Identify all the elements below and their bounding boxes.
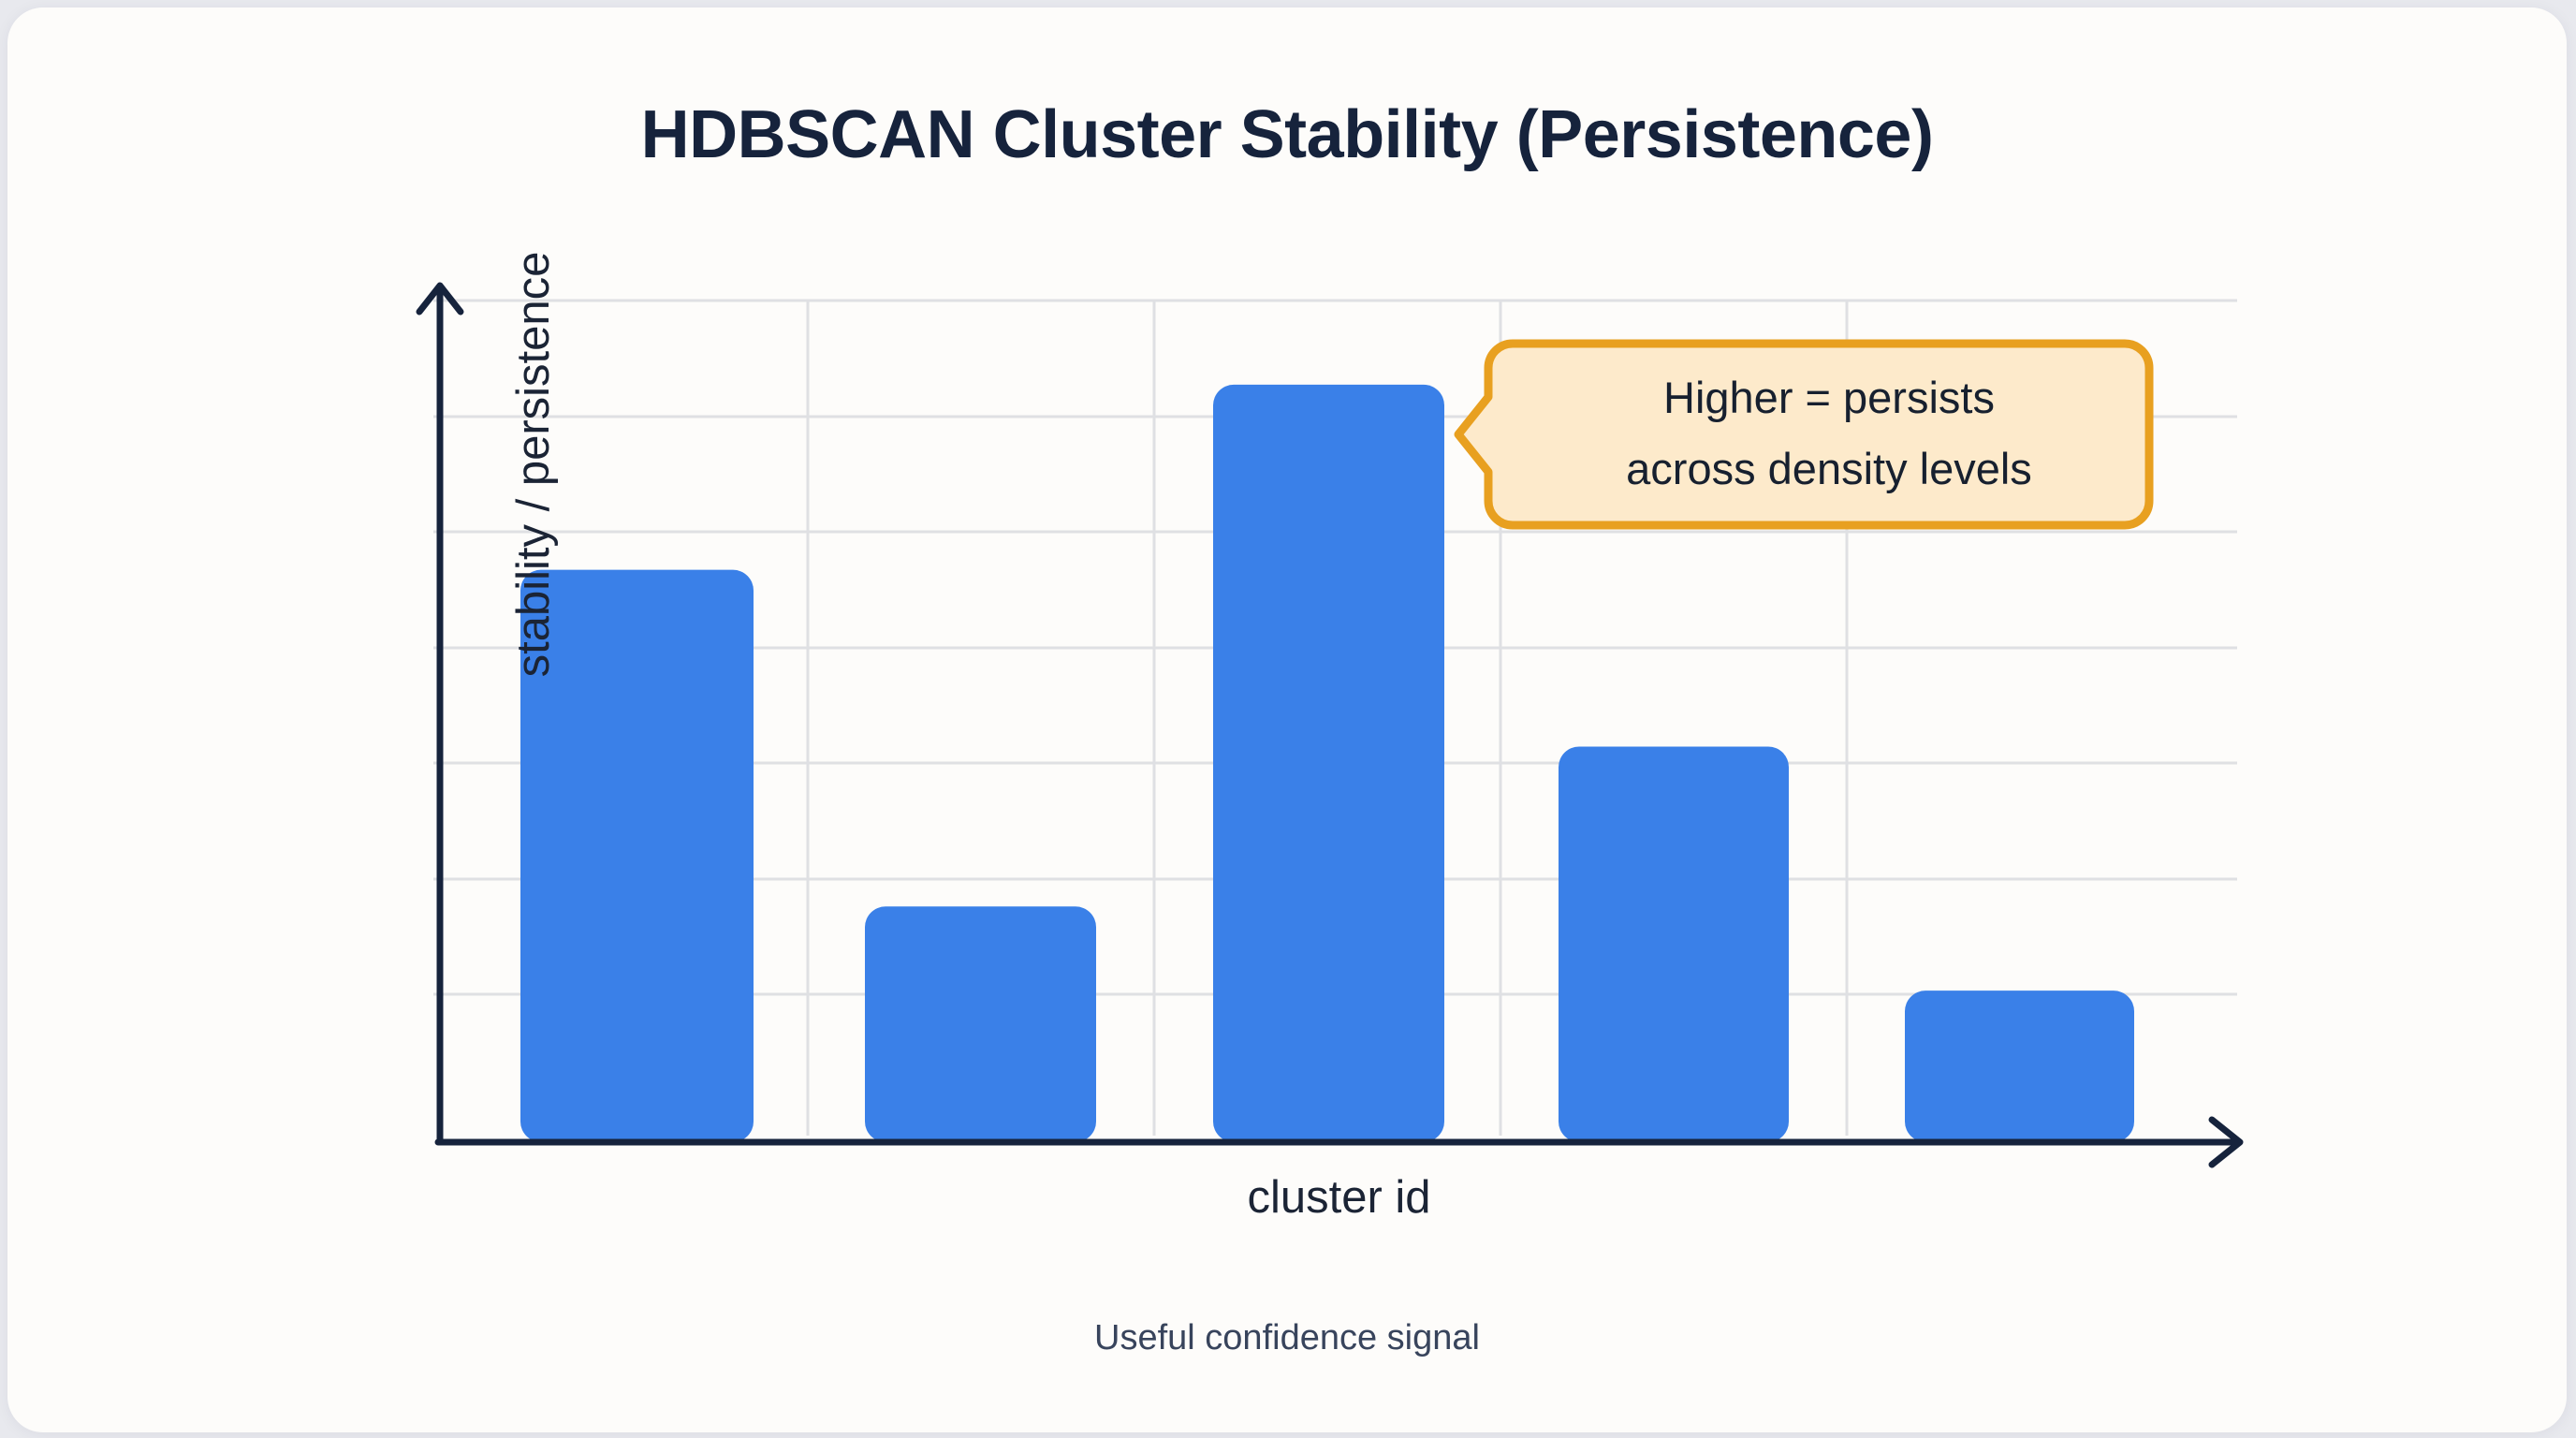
bar-series [520, 384, 2134, 1142]
slide-card: HDBSCAN Cluster Stability (Persistence) [7, 7, 2567, 1432]
callout-shape [1454, 339, 2154, 530]
page-title: HDBSCAN Cluster Stability (Persistence) [640, 97, 1934, 172]
chart-svg [416, 282, 2244, 1168]
y-axis [416, 282, 464, 1146]
bar-cluster-1 [520, 569, 754, 1142]
x-axis [434, 1116, 2244, 1168]
bar-cluster-5 [1905, 990, 2134, 1142]
bar-cluster-4 [1559, 746, 1789, 1142]
callout-line-2: across density levels [1626, 443, 2032, 493]
footer-caption: Useful confidence signal [1094, 1318, 1480, 1357]
x-axis-title: cluster id [1247, 1172, 1431, 1223]
callout-text: Higher = persists across density levels [1513, 323, 2145, 543]
x-axis-arrowhead [2208, 1116, 2244, 1168]
bar-cluster-2 [865, 906, 1096, 1142]
y-axis-title: stability / persistence [508, 251, 559, 678]
chart-plot-area: stability / persistence cluster id [7, 7, 2567, 1432]
annotation-callout: Higher = persists across density levels [1454, 323, 2154, 543]
y-axis-arrowhead [416, 282, 464, 315]
bar-cluster-3 [1213, 384, 1444, 1142]
callout-line-1: Higher = persists [1663, 372, 1995, 422]
